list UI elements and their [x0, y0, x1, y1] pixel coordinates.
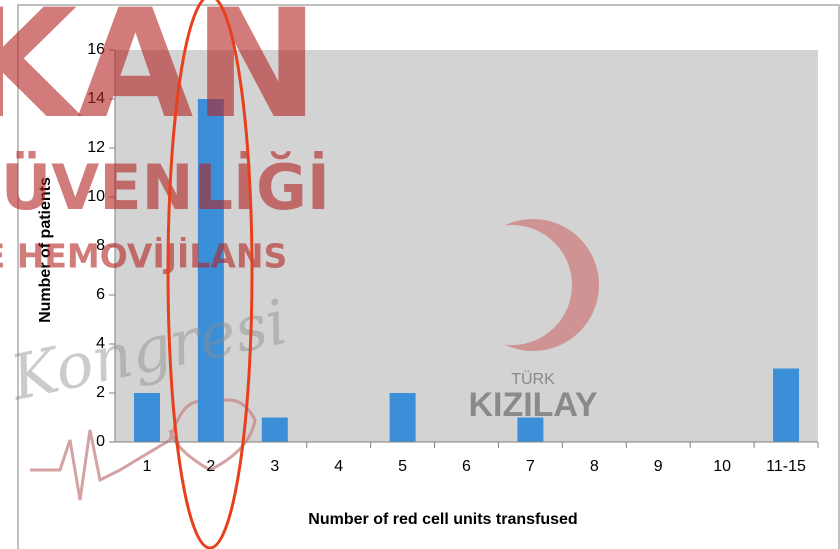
watermark-text: KIZILAY: [468, 386, 597, 424]
x-tick-label: 4: [334, 458, 343, 475]
x-axis-title: Number of red cell units transfused: [308, 511, 577, 528]
x-tick-label: 11-15: [766, 458, 806, 475]
crescent-cut: [452, 225, 572, 345]
x-tick-label: 2: [206, 458, 215, 475]
x-tick-label: 8: [590, 458, 599, 475]
x-tick-label: 5: [398, 458, 407, 475]
y-tick-label: 0: [96, 433, 105, 450]
bar: [134, 393, 160, 442]
x-tick-label: 6: [462, 458, 471, 475]
x-tick-label: 10: [713, 458, 731, 475]
watermark-text: KAN: [0, 0, 319, 152]
bar: [390, 393, 416, 442]
chart: Number of red cell units transfused Numb…: [0, 0, 840, 549]
bar: [262, 418, 288, 443]
watermark-text: E HEMOVİJİLANS: [0, 236, 287, 276]
x-tick-label: 7: [526, 458, 535, 475]
x-tick-label: 9: [654, 458, 663, 475]
bar: [773, 369, 799, 443]
x-tick-label: 3: [270, 458, 279, 475]
y-tick-label: 6: [96, 286, 105, 303]
x-tick-label: 1: [143, 458, 152, 475]
watermark-text: GÜVENLİĞİ: [0, 151, 330, 224]
